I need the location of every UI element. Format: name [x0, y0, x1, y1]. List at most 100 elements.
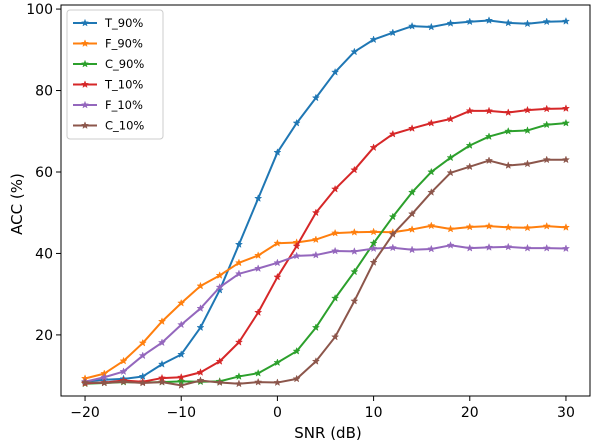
- data-point: [561, 104, 571, 112]
- data-point: [446, 19, 455, 27]
- y-tick-label: 80: [35, 84, 53, 100]
- data-point: [542, 104, 551, 113]
- data-point: [484, 16, 494, 24]
- data-point: [311, 357, 320, 365]
- legend-label: F_10%: [105, 98, 143, 112]
- data-point: [254, 368, 263, 377]
- data-point: [254, 377, 263, 386]
- x-tick-label: 20: [461, 405, 479, 421]
- series-line: [85, 107, 566, 385]
- data-point: [196, 323, 205, 332]
- data-point: [427, 118, 436, 127]
- legend-marker: [80, 80, 90, 88]
- data-point: [234, 337, 244, 346]
- data-point: [542, 17, 551, 26]
- data-point: [119, 367, 128, 376]
- data-point: [254, 251, 263, 259]
- data-point: [331, 246, 340, 255]
- data-point: [196, 376, 205, 385]
- series-T_90%: [80, 16, 571, 386]
- data-point: [561, 155, 571, 164]
- legend-marker: [80, 59, 90, 68]
- data-point: [254, 308, 263, 317]
- data-point: [446, 153, 455, 162]
- data-point: [119, 356, 128, 365]
- data-point: [157, 338, 167, 347]
- data-point: [446, 168, 455, 177]
- data-point: [234, 240, 244, 248]
- data-point: [311, 323, 320, 332]
- data-point: [254, 194, 263, 202]
- data-point: [388, 129, 397, 138]
- data-point: [331, 293, 340, 302]
- data-point: [234, 379, 244, 388]
- data-point: [484, 106, 494, 115]
- data-point: [138, 338, 147, 347]
- legend-label: T_10%: [104, 78, 143, 92]
- data-point: [215, 271, 224, 279]
- data-point: [388, 229, 397, 238]
- data-point: [331, 67, 340, 76]
- series-line: [84, 19, 566, 383]
- data-point: [215, 378, 224, 387]
- data-point: [177, 350, 186, 358]
- series-F_10%: [80, 240, 571, 386]
- data-point: [523, 223, 532, 232]
- data-point: [196, 368, 205, 376]
- data-point: [311, 235, 320, 244]
- data-point: [427, 22, 436, 31]
- data-point: [350, 247, 359, 255]
- data-point: [465, 17, 474, 26]
- data-point: [523, 105, 532, 114]
- data-point: [504, 108, 513, 117]
- data-point: [350, 227, 359, 236]
- data-point: [407, 21, 417, 30]
- data-point: [311, 250, 320, 259]
- data-point: [157, 377, 167, 386]
- data-point: [80, 378, 90, 387]
- data-point: [504, 223, 513, 231]
- data-point: [273, 272, 282, 281]
- legend-item: T_90%: [73, 16, 143, 30]
- series-T_10%: [80, 104, 571, 387]
- data-point: [542, 155, 551, 164]
- data-point: [446, 240, 455, 249]
- data-point: [504, 18, 513, 27]
- series-line: [84, 244, 566, 383]
- legend-item: C_10%: [73, 119, 144, 133]
- series-F_90%: [80, 221, 571, 382]
- x-tick-label: −20: [70, 405, 100, 421]
- data-point: [138, 351, 147, 360]
- data-point: [196, 304, 205, 312]
- data-point: [427, 188, 436, 196]
- data-point: [369, 258, 378, 266]
- data-point: [504, 161, 513, 169]
- data-point: [273, 358, 282, 367]
- y-tick-label: 60: [35, 165, 53, 181]
- y-tick-label: 100: [26, 2, 53, 18]
- legend: T_90% F_90% C_90% T_10% F_10% C_10%: [66, 9, 164, 140]
- data-point: [484, 243, 494, 251]
- data-point: [504, 126, 513, 135]
- data-point: [234, 258, 244, 267]
- y-axis-label: ACC (%): [8, 173, 26, 235]
- data-point: [523, 19, 532, 28]
- data-point: [100, 378, 109, 387]
- data-point: [369, 143, 378, 152]
- legend-box: [66, 9, 164, 140]
- data-point: [331, 184, 340, 193]
- legend-label: F_90%: [105, 37, 143, 51]
- data-point: [561, 16, 571, 25]
- data-point: [465, 162, 474, 171]
- data-point: [292, 251, 301, 260]
- legend-item: C_90%: [73, 57, 144, 71]
- data-point: [215, 282, 224, 291]
- plot-frame: [60, 4, 591, 397]
- data-point: [177, 381, 186, 389]
- data-point: [138, 378, 147, 387]
- data-point: [465, 222, 474, 231]
- legend-item: F_10%: [73, 98, 143, 112]
- data-point: [177, 298, 186, 307]
- data-point: [273, 148, 282, 156]
- legend-marker: [80, 100, 90, 109]
